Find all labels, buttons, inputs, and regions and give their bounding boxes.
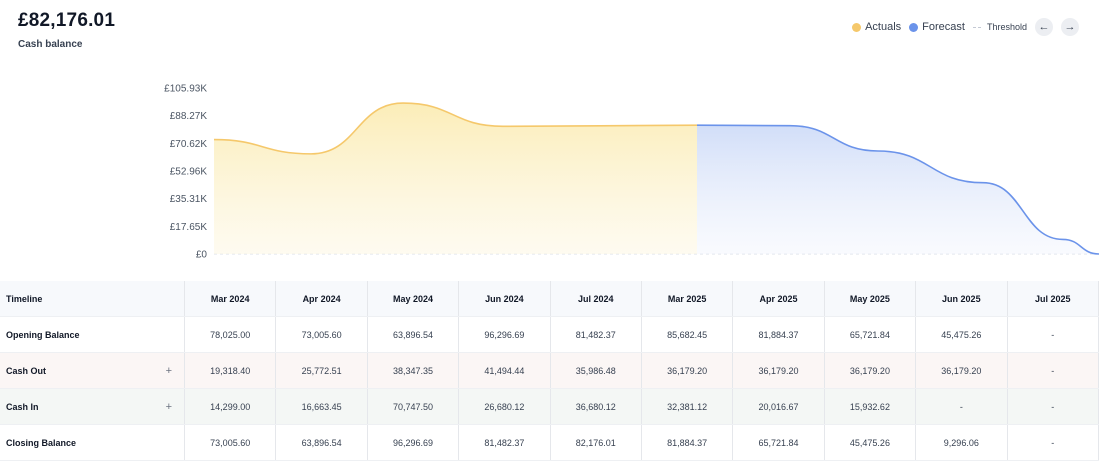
table-cell: 81,884.37 (732, 316, 825, 353)
legend-threshold: Threshold (972, 22, 1027, 32)
legend-threshold-label: Threshold (986, 22, 1027, 32)
table-cell: 36,179.20 (732, 352, 825, 389)
table-cell: 41,494.44 (458, 352, 551, 389)
closing-balance-row: Closing Balance 73,005.60 63,896.54 96,296.… (0, 424, 1099, 461)
cash-balance-label: Cash balance (18, 39, 83, 50)
row-label-text: Cash Out (6, 365, 47, 376)
table-cell: 85,682.45 (641, 316, 734, 353)
table-cell: 81,482.37 (550, 316, 642, 353)
table-cell: 36,179.20 (641, 352, 734, 389)
threshold-swatch (972, 26, 981, 28)
table-cell: 36,680.12 (550, 388, 642, 425)
table-cell: 65,721.84 (732, 424, 825, 461)
table-cell: 36,179.20 (824, 352, 917, 389)
table-cell: 63,896.54 (275, 424, 368, 461)
table-cell: 9,296.06 (915, 424, 1008, 461)
previous-period-button[interactable]: ← (1035, 18, 1053, 36)
y-tick-label: £88.27K (170, 111, 208, 122)
cash-out-row: Cash Out +19,318.40 25,772.51 38,347.35 41,4… (0, 352, 1099, 389)
table-cell: - (1007, 388, 1099, 425)
table-cell: - (1007, 316, 1099, 353)
y-tick-label: £70.62K (170, 139, 208, 150)
forecast-series-line (696, 124, 1099, 255)
table-cell: - (1007, 352, 1099, 389)
table-cell: 63,896.54 (367, 316, 460, 353)
row-label: Opening Balance (0, 316, 185, 353)
table-cell: 14,299.00 (184, 388, 277, 425)
column-header: May 2025 (824, 281, 917, 317)
table-cell: 15,932.62 (824, 388, 917, 425)
next-period-button[interactable]: → (1061, 18, 1079, 36)
table-cell: 26,680.12 (458, 388, 551, 425)
y-tick-label: £0 (196, 250, 208, 261)
cash-balance-amount: £82,176.01 (18, 10, 116, 31)
actuals-series-line (213, 102, 698, 155)
forecast-swatch (909, 22, 919, 32)
row-label: Closing Balance (0, 424, 185, 461)
table-cell: - (1007, 424, 1099, 461)
legend-actuals-label: Actuals (865, 21, 902, 33)
row-label: Cash Out + (0, 352, 185, 389)
row-label-text: Closing Balance (6, 437, 77, 448)
table-cell: 20,016.67 (732, 388, 825, 425)
table-cell: 35,986.48 (550, 352, 642, 389)
legend-actuals: Actuals (852, 21, 901, 33)
table-cell: 45,475.26 (824, 424, 917, 461)
table-cell: 82,176.01 (550, 424, 642, 461)
chart-legend: Actuals Forecast Threshold ← → (852, 18, 1079, 36)
table-cell: 65,721.84 (824, 316, 917, 353)
row-label: Cash In + (0, 388, 185, 425)
expand-plus-icon[interactable]: + (165, 364, 172, 377)
table-cell: 45,475.26 (915, 316, 1008, 353)
row-label-text: Cash In (6, 401, 39, 412)
row-label-text: Opening Balance (6, 329, 80, 340)
balance-summary: £82,176.01 Cash balance (18, 10, 115, 50)
table-cell: 96,296.69 (458, 316, 551, 353)
table-cell: 70,747.50 (367, 388, 460, 425)
table-cell: 73,005.60 (275, 316, 368, 353)
actuals-area (214, 103, 697, 254)
y-tick-label: £17.65K (170, 222, 208, 233)
timeline-header: Timeline (0, 281, 185, 317)
table-cell: 81,884.37 (641, 424, 734, 461)
table-cell: 38,347.35 (367, 352, 460, 389)
actuals-swatch (852, 22, 862, 32)
column-header: Mar 2025 (641, 281, 734, 317)
table-header-row: Timeline Mar 2024 Apr 2024 May 2024 Jun 202… (0, 281, 1099, 317)
series-layer (213, 102, 1099, 255)
legend-forecast-label: Forecast (922, 21, 965, 33)
table-cell: 36,179.20 (915, 352, 1008, 389)
column-header: Apr 2025 (732, 281, 825, 317)
column-header: Jul 2025 (1007, 281, 1099, 317)
column-header: Apr 2024 (275, 281, 368, 317)
legend-forecast: Forecast (909, 21, 965, 33)
arrow-left-icon: ← (1038, 21, 1050, 33)
table-cell: 96,296.69 (367, 424, 460, 461)
column-header: Jun 2025 (915, 281, 1008, 317)
y-axis: £105.93K £88.27K £70.62K £52.96K £35.31K £17.… (164, 84, 207, 261)
column-header: Jun 2024 (458, 281, 551, 317)
expand-plus-icon[interactable]: + (165, 400, 172, 413)
table-cell: 32,381.12 (641, 388, 734, 425)
opening-balance-row: Opening Balance 78,025.00 73,005.60 63,896.… (0, 316, 1099, 353)
column-header: May 2024 (367, 281, 460, 317)
table-cell: 78,025.00 (184, 316, 277, 353)
table-cell: 73,005.60 (184, 424, 277, 461)
column-header: Mar 2024 (184, 281, 277, 317)
arrow-right-icon: → (1064, 21, 1076, 33)
table-cell: 25,772.51 (275, 352, 368, 389)
table-cell: 16,663.45 (275, 388, 368, 425)
table-cell: - (915, 388, 1008, 425)
cash-in-row: Cash In +14,299.00 16,663.45 70,747.50 26,68… (0, 388, 1099, 425)
y-tick-label: £52.96K (170, 167, 208, 178)
y-tick-label: £105.93K (164, 84, 207, 95)
forecast-area (697, 125, 1099, 254)
y-tick-label: £35.31K (170, 194, 208, 205)
cashflow-table: Timeline Mar 2024 Apr 2024 May 2024 Jun 202… (0, 281, 1099, 461)
cash-balance-chart: £105.93K £88.27K £70.62K £52.96K £35.31K £17.… (164, 84, 1099, 261)
column-header: Jul 2024 (550, 281, 642, 317)
table-cell: 81,482.37 (458, 424, 551, 461)
table-cell: 19,318.40 (184, 352, 277, 389)
